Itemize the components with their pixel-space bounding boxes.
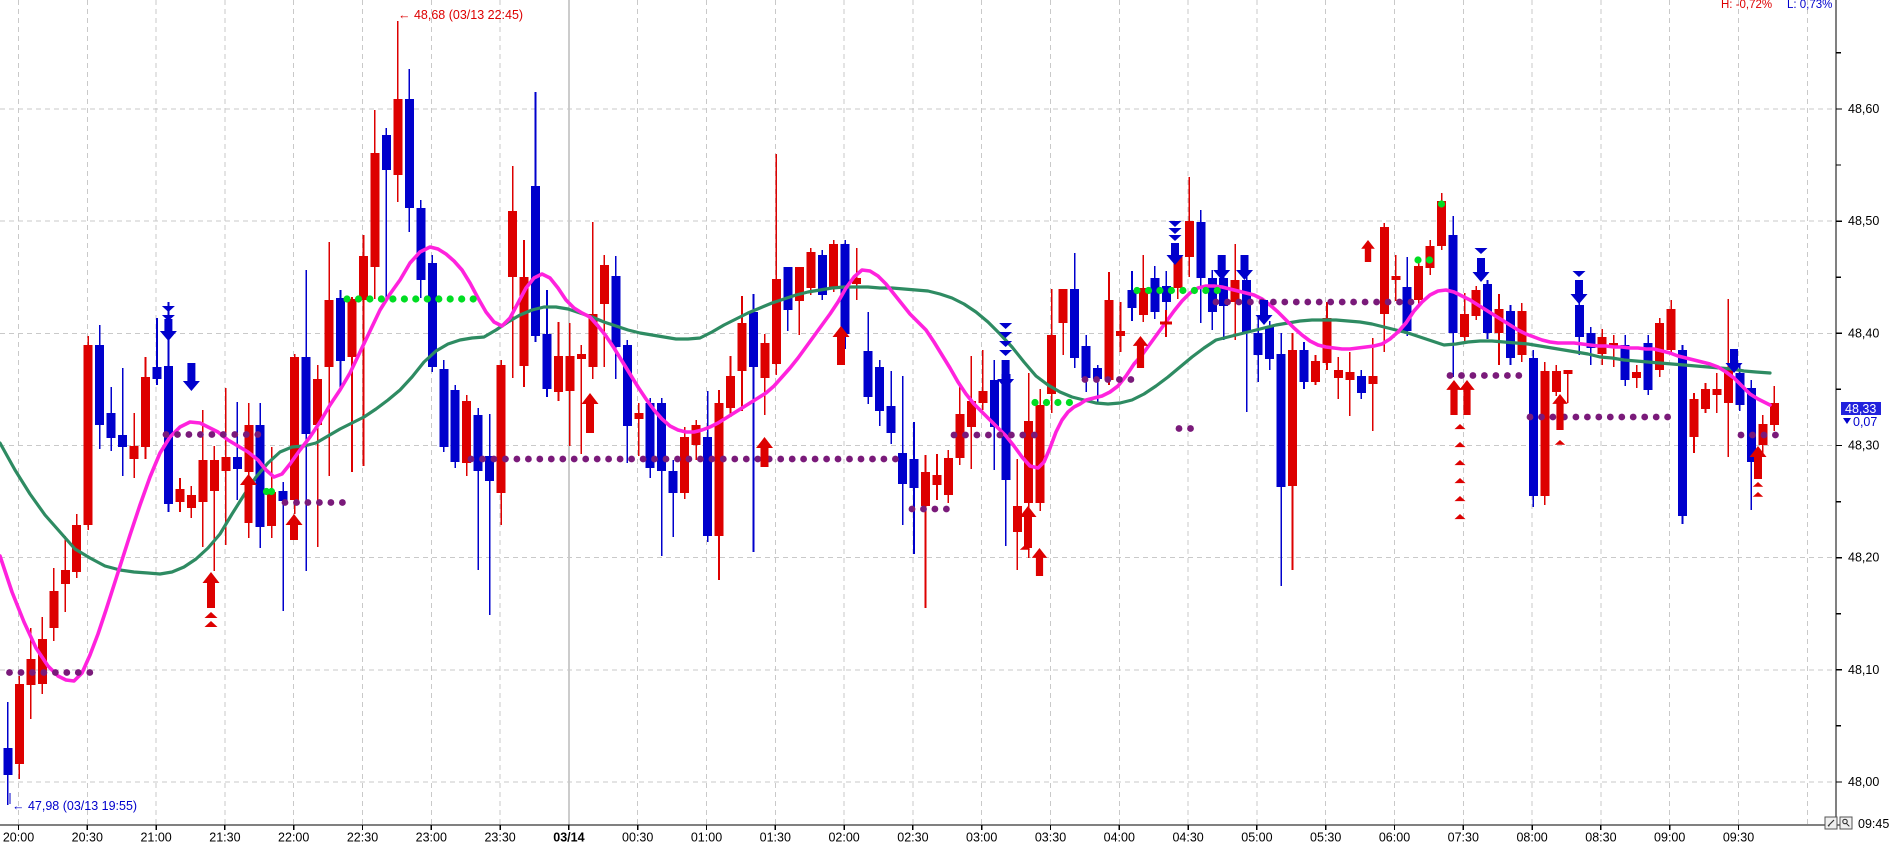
svg-text:21:00: 21:00 — [140, 831, 171, 845]
svg-text:03:00: 03:00 — [966, 831, 997, 845]
svg-text:21:30: 21:30 — [209, 831, 240, 845]
svg-text:03/14: 03/14 — [553, 831, 584, 845]
svg-text:← 47,98 (03/13 19:55): ← 47,98 (03/13 19:55) — [12, 799, 137, 813]
svg-text:48,10: 48,10 — [1848, 663, 1879, 677]
svg-text:00:30: 00:30 — [622, 831, 653, 845]
svg-text:23:30: 23:30 — [484, 831, 515, 845]
svg-text:03:30: 03:30 — [1035, 831, 1066, 845]
svg-text:23:00: 23:00 — [416, 831, 447, 845]
svg-text:08:30: 08:30 — [1585, 831, 1616, 845]
svg-text:← 48,68 (03/13 22:45): ← 48,68 (03/13 22:45) — [398, 8, 523, 22]
svg-text:01:30: 01:30 — [760, 831, 791, 845]
svg-text:48,40: 48,40 — [1848, 326, 1879, 340]
svg-text:H: -0,72%: H: -0,72% — [1721, 0, 1772, 11]
svg-text:04:30: 04:30 — [1172, 831, 1203, 845]
svg-text:05:30: 05:30 — [1310, 831, 1341, 845]
svg-text:L: 0,73%: L: 0,73% — [1787, 0, 1832, 11]
svg-text:20:00: 20:00 — [3, 831, 34, 845]
svg-text:48,50: 48,50 — [1848, 214, 1879, 228]
svg-text:02:30: 02:30 — [897, 831, 928, 845]
svg-text:04:00: 04:00 — [1104, 831, 1135, 845]
svg-text:02:00: 02:00 — [828, 831, 859, 845]
svg-text:48,20: 48,20 — [1848, 551, 1879, 565]
svg-text:09:45: 09:45 — [1858, 817, 1889, 831]
svg-text:07:30: 07:30 — [1448, 831, 1479, 845]
svg-text:09:30: 09:30 — [1723, 831, 1754, 845]
svg-text:06:00: 06:00 — [1379, 831, 1410, 845]
svg-text:0,07: 0,07 — [1853, 415, 1877, 429]
svg-text:48,33: 48,33 — [1845, 402, 1876, 416]
svg-text:01:00: 01:00 — [691, 831, 722, 845]
svg-text:08:00: 08:00 — [1516, 831, 1547, 845]
svg-text:48,60: 48,60 — [1848, 102, 1879, 116]
svg-text:48,00: 48,00 — [1848, 775, 1879, 789]
svg-text:48,30: 48,30 — [1848, 439, 1879, 453]
svg-text:05:00: 05:00 — [1241, 831, 1272, 845]
svg-text:09:00: 09:00 — [1654, 831, 1685, 845]
svg-text:20:30: 20:30 — [72, 831, 103, 845]
svg-text:22:30: 22:30 — [347, 831, 378, 845]
svg-text:22:00: 22:00 — [278, 831, 309, 845]
